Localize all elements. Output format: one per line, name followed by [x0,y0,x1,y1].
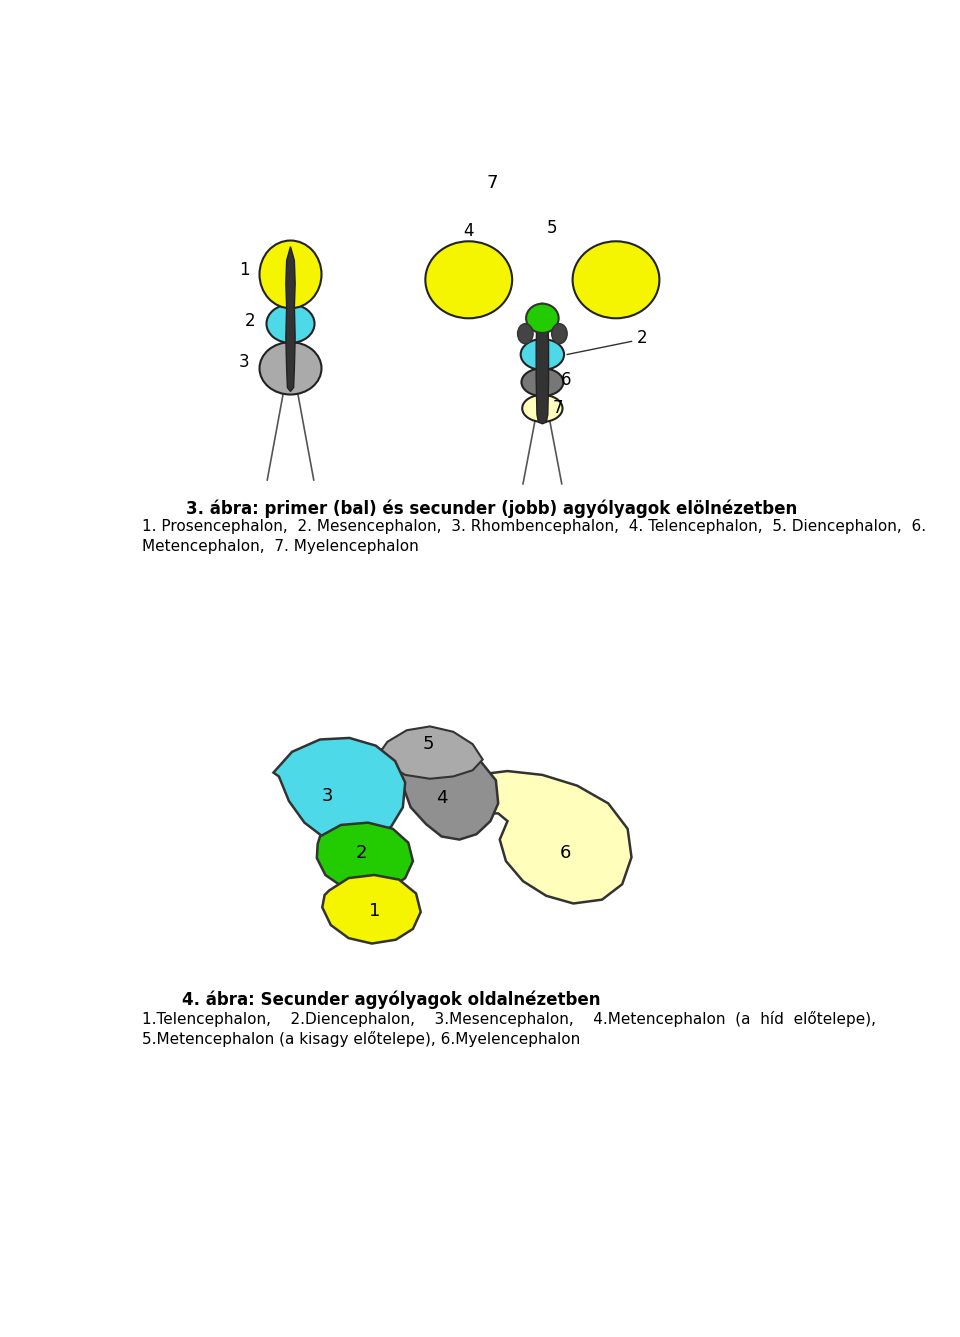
Polygon shape [286,247,295,392]
Text: 2: 2 [636,329,647,346]
Text: 2: 2 [245,312,255,330]
Text: 3: 3 [239,353,250,372]
Text: 7: 7 [487,174,497,193]
Ellipse shape [552,324,567,344]
Polygon shape [274,738,405,844]
Text: 3: 3 [322,786,333,805]
Ellipse shape [522,394,563,422]
Text: 4. ábra: Secunder agyólyagok oldalnézetben: 4. ábra: Secunder agyólyagok oldalnézet… [182,991,601,1009]
Ellipse shape [521,368,564,396]
Text: 5.Metencephalon (a kisagy előtelepe), 6.Myelencephalon: 5.Metencephalon (a kisagy előtelepe), 6.… [142,1031,580,1047]
Text: 2: 2 [356,845,368,862]
Text: Metencephalon,  7. Myelencephalon: Metencephalon, 7. Myelencephalon [142,539,419,555]
Ellipse shape [425,241,512,318]
Text: 4: 4 [464,222,474,241]
Polygon shape [537,303,548,424]
Text: 6: 6 [561,370,571,389]
Polygon shape [449,771,632,904]
Text: 4: 4 [436,789,447,808]
Polygon shape [380,726,483,778]
Ellipse shape [259,342,322,394]
Text: 5: 5 [546,219,557,237]
Text: 1: 1 [239,261,250,279]
Text: 7: 7 [553,400,564,417]
Text: 1. Prosencephalon,  2. Mesencephalon,  3. Rhombencephalon,  4. Telencephalon,  5: 1. Prosencephalon, 2. Mesencephalon, 3. … [142,519,925,535]
Text: 5: 5 [422,735,434,753]
Ellipse shape [259,241,322,309]
Polygon shape [323,874,420,944]
Ellipse shape [572,241,660,318]
Ellipse shape [517,324,533,344]
Text: 6: 6 [560,845,571,862]
Text: 1.Telencephalon,    2.Diencephalon,    3.Mesencephalon,    4.Metencephalon  (a  : 1.Telencephalon, 2.Diencephalon, 3.Mesen… [142,1011,876,1027]
Polygon shape [339,739,498,840]
Ellipse shape [526,303,559,333]
Text: 1: 1 [369,902,380,920]
Ellipse shape [520,340,564,370]
Ellipse shape [267,305,315,342]
Text: 3. ábra: primer (bal) és secunder (jobb) agyólyagok elölnézetben: 3. ábra: primer (bal) és secunder (jobb)… [186,499,797,517]
Polygon shape [317,822,413,892]
